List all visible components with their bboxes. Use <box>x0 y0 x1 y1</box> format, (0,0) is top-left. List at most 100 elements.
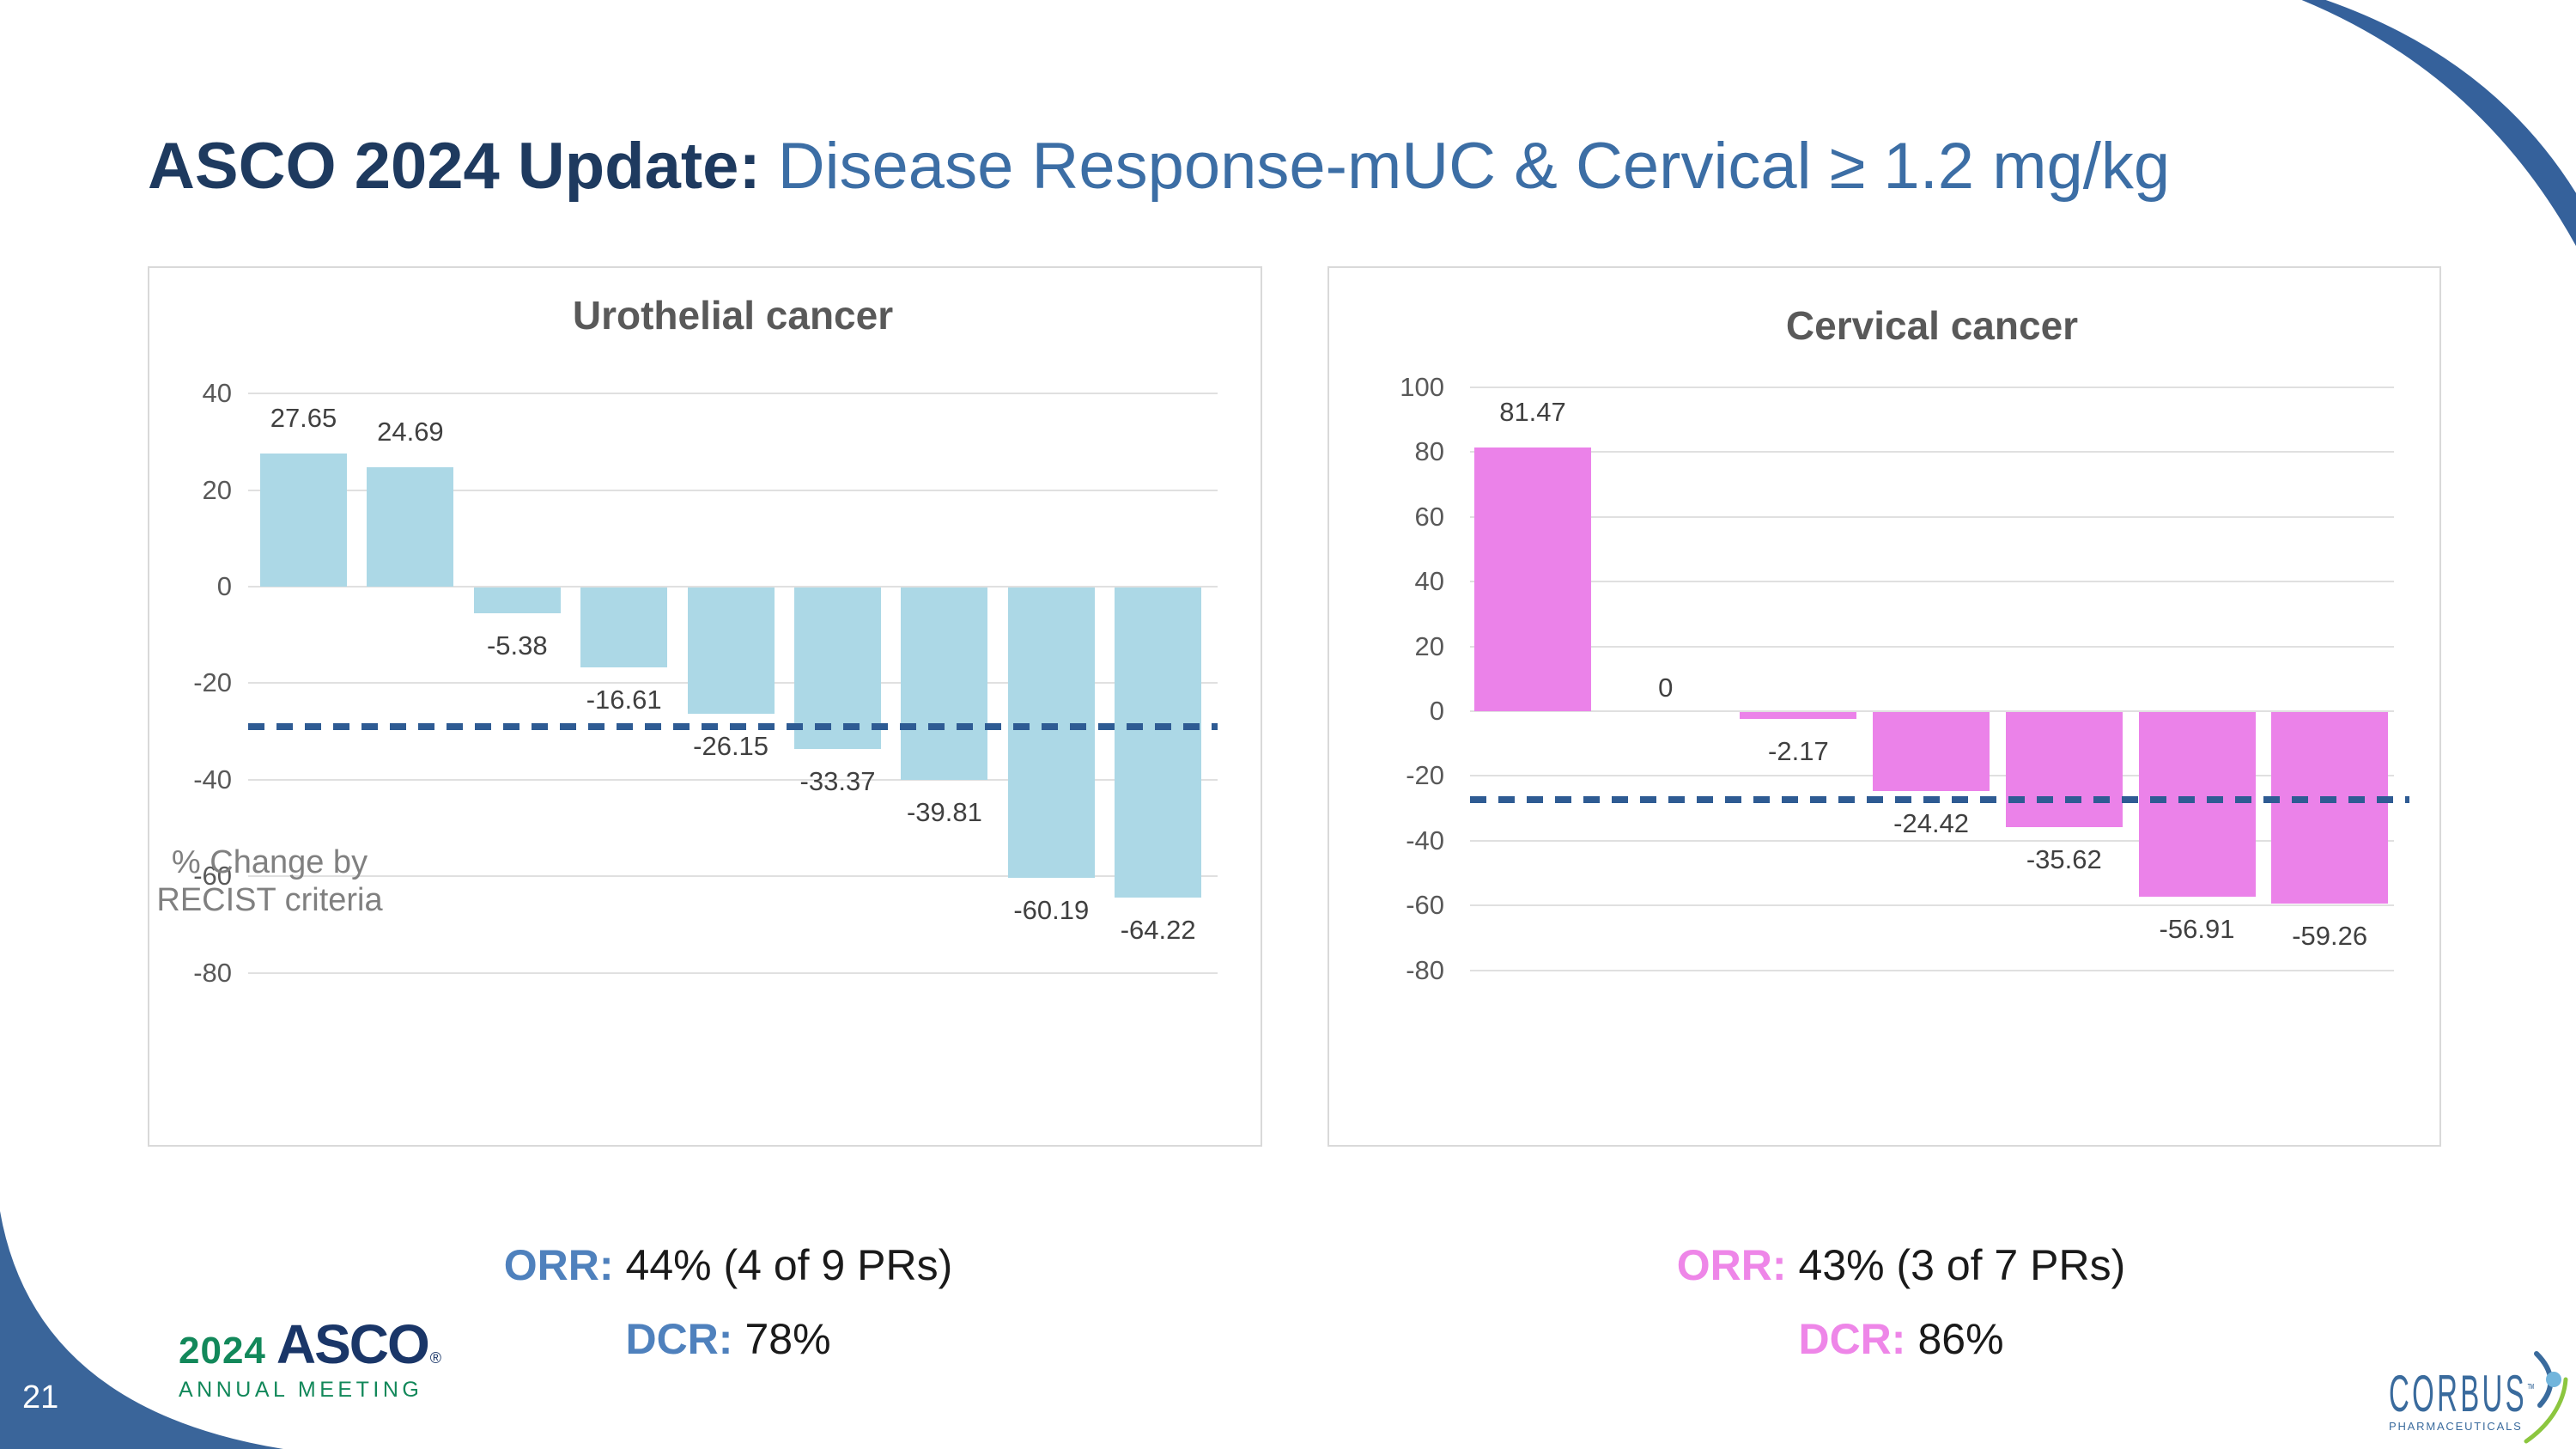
corbus-name-text: CORBUS <box>2389 1365 2527 1422</box>
y-tick-label: 100 <box>1400 372 1444 402</box>
bar-value-label: 81.47 <box>1499 396 1566 427</box>
corbus-subtitle: PHARMACEUTICALS <box>2389 1420 2523 1433</box>
y-tick-label: 20 <box>1414 630 1444 661</box>
y-tick-label: 60 <box>1414 501 1444 532</box>
gridline <box>1470 581 2394 583</box>
y-tick-label: 20 <box>202 474 232 505</box>
urothelial-stats: ORR: 44% (4 of 9 PRs) DCR: 78% <box>385 1239 1072 1393</box>
y-tick-label: 0 <box>1429 696 1444 726</box>
bar-value-label: -59.26 <box>2292 921 2368 952</box>
y-tick-label: 40 <box>1414 566 1444 597</box>
gridline <box>1470 710 2394 712</box>
asco-name: ASCO <box>276 1313 430 1375</box>
urothelial-chart-title: Urothelial cancer <box>572 293 894 338</box>
cervical-orr-line: ORR: 43% (3 of 7 PRs) <box>1558 1239 2245 1292</box>
data-bar <box>1740 712 1857 720</box>
y-tick-label: -20 <box>193 667 232 698</box>
bar-value-label: -2.17 <box>1768 736 1829 767</box>
recist-threshold-line <box>1470 795 2409 803</box>
corbus-name: CORBUS™ <box>2389 1367 2535 1420</box>
page-title-rest: Disease Response-mUC & Cervical ≥ 1.2 mg… <box>777 130 2171 203</box>
gridline <box>1470 904 2394 907</box>
data-bar <box>580 588 668 668</box>
orr-value: 43% (3 of 7 PRs) <box>1798 1241 2126 1289</box>
y-tick-label: -80 <box>1406 954 1444 985</box>
cervical-stats: ORR: 43% (3 of 7 PRs) DCR: 86% <box>1558 1239 2245 1393</box>
y-tick-label: -60 <box>1406 890 1444 921</box>
page-title: ASCO 2024 Update: Disease Response-mUC & … <box>148 127 2170 206</box>
urothelial-orr-line: ORR: 44% (4 of 9 PRs) <box>385 1239 1072 1292</box>
corbus-figure-icon <box>2524 1351 2568 1444</box>
gridline <box>1470 515 2394 518</box>
gridline <box>248 489 1218 491</box>
data-bar <box>473 588 561 614</box>
urothelial-dcr-line: DCR: 78% <box>385 1312 1072 1366</box>
asco-annual-meeting-logo: 2024 ASCO ® ANNUAL MEETING <box>179 1312 441 1403</box>
y-tick-label: 80 <box>1414 436 1444 467</box>
bar-value-label: -56.91 <box>2159 913 2235 944</box>
asco-logo-row: 2024 ASCO ® <box>179 1312 441 1376</box>
data-bar <box>1115 588 1202 898</box>
bar-value-label: -16.61 <box>586 685 662 715</box>
dcr-label: DCR: <box>625 1315 733 1363</box>
y-axis-label: % Change by RECIST criteria <box>141 843 398 919</box>
bar-value-label: 27.65 <box>270 402 337 433</box>
y-tick-label: 40 <box>202 378 232 409</box>
corbus-trademark: ™ <box>2526 1382 2535 1397</box>
gridline <box>248 875 1218 878</box>
bar-value-label: -64.22 <box>1120 914 1196 945</box>
data-bar <box>901 588 988 780</box>
gridline <box>248 778 1218 781</box>
corbus-pharmaceuticals-logo: CORBUS™ PHARMACEUTICALS <box>2389 1351 2576 1444</box>
top-right-arc-decoration <box>2301 0 2576 247</box>
recist-threshold-line <box>248 722 1218 730</box>
gridline <box>1470 969 2394 971</box>
y-axis-label-line1: % Change by <box>171 844 368 880</box>
asco-registered-mark: ® <box>429 1349 442 1367</box>
data-bar <box>260 453 347 587</box>
cervical-chart-title: Cervical cancer <box>1785 303 2079 348</box>
bar-value-label: -5.38 <box>486 630 548 661</box>
cervical-plot: 100 80 60 40 20 0 -20 -40 -60 -80 81.47 0 -2.17 -24.4… <box>1329 268 2439 1145</box>
data-bar <box>367 467 454 587</box>
page-number: 21 <box>22 1379 59 1416</box>
data-bar <box>2005 712 2123 828</box>
orr-label: ORR: <box>503 1241 614 1289</box>
data-bar <box>1007 588 1095 879</box>
bar-value-label: -33.37 <box>799 765 876 796</box>
data-bar <box>794 588 881 749</box>
gridline <box>1470 839 2394 842</box>
urothelial-plot: 40 20 0 -20 -40 -60 -80 27.65 24.69 -5.38 -16.61 -2… <box>149 268 1261 1145</box>
data-bar <box>2138 712 2256 897</box>
bar-value-label: -60.19 <box>1013 895 1090 926</box>
orr-value: 44% (4 of 9 PRs) <box>625 1241 953 1289</box>
y-tick-label: -20 <box>1406 760 1444 791</box>
urothelial-chart-card: Urothelial cancer 40 20 0 -20 -40 -60 -80 27.65… <box>148 266 1262 1147</box>
cervical-chart-card: Cervical cancer 100 80 60 40 20 0 -20 -40 -60 -80… <box>1327 266 2441 1147</box>
data-bar <box>2271 712 2389 904</box>
data-bar <box>1474 447 1591 711</box>
y-axis-label-line2: RECIST criteria <box>156 882 383 918</box>
dcr-label: DCR: <box>1798 1315 1906 1363</box>
y-tick-label: -60 <box>193 861 232 892</box>
dcr-value: 78% <box>744 1315 831 1363</box>
y-tick-label: -80 <box>193 957 232 988</box>
data-bar <box>1873 712 1990 792</box>
gridline <box>1470 451 2394 454</box>
cervical-dcr-line: DCR: 86% <box>1558 1312 2245 1366</box>
bar-value-label: 0 <box>1658 673 1674 703</box>
gridline <box>1470 645 2394 648</box>
bar-value-label: -39.81 <box>906 796 982 827</box>
bar-value-label: -35.62 <box>2026 844 2102 875</box>
bar-value-label: 24.69 <box>377 417 444 447</box>
y-tick-label: 0 <box>216 571 232 601</box>
y-tick-label: -40 <box>193 764 232 795</box>
page-title-prefix: ASCO 2024 Update: <box>148 130 761 203</box>
bar-value-label: -26.15 <box>693 730 769 761</box>
bar-value-label: -24.42 <box>1893 808 1970 839</box>
orr-label: ORR: <box>1676 1241 1787 1289</box>
gridline <box>248 971 1218 974</box>
gridline <box>248 586 1218 588</box>
asco-year: 2024 <box>179 1330 266 1372</box>
y-tick-label: -40 <box>1406 825 1444 855</box>
